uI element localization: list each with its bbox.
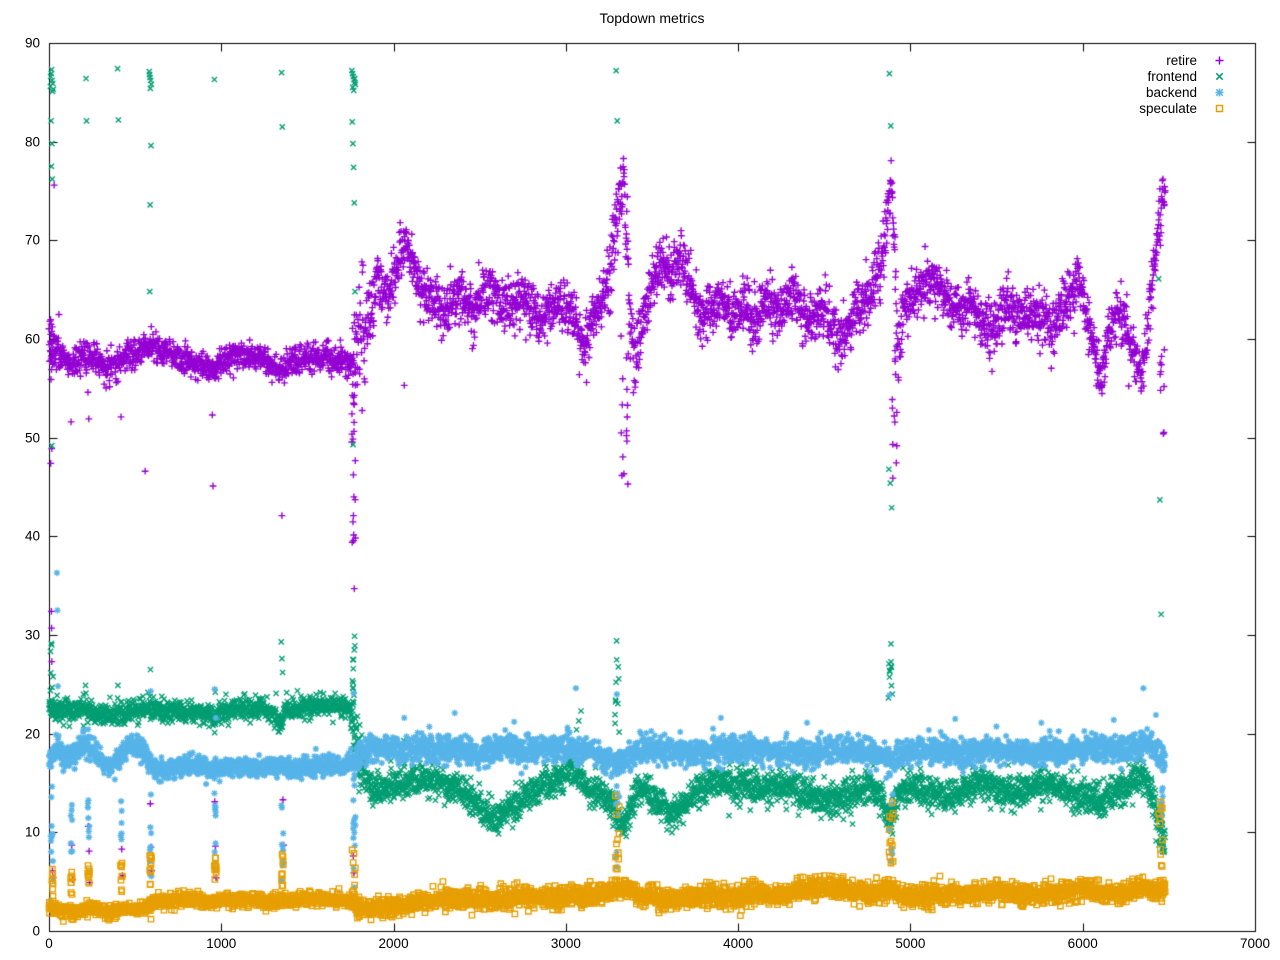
legend-item-frontend: frontend bbox=[1139, 68, 1228, 84]
y-tick-label: 80 bbox=[24, 134, 40, 150]
y-tick-label: 90 bbox=[24, 35, 40, 51]
legend-label-backend: backend bbox=[1145, 84, 1197, 100]
legend: retire frontend backend speculate bbox=[1139, 52, 1228, 116]
y-tick-label: 0 bbox=[32, 923, 40, 939]
x-tick-label: 0 bbox=[45, 936, 53, 951]
y-tick-label: 60 bbox=[24, 331, 40, 347]
y-tick-label: 70 bbox=[24, 232, 40, 248]
plus-marker-icon bbox=[1215, 56, 1224, 64]
y-tick-label: 50 bbox=[24, 430, 40, 446]
y-tick-label: 10 bbox=[24, 824, 40, 840]
x-tick-label: 1000 bbox=[206, 936, 237, 951]
legend-label-retire: retire bbox=[1166, 52, 1197, 68]
cross-marker-icon bbox=[1215, 72, 1224, 80]
y-tick-label: 20 bbox=[24, 726, 40, 742]
legend-label-speculate: speculate bbox=[1139, 100, 1197, 116]
x-tick-label: 4000 bbox=[723, 936, 754, 951]
legend-item-speculate: speculate bbox=[1139, 100, 1228, 116]
x-tick-label: 6000 bbox=[1067, 936, 1098, 951]
square-marker-icon bbox=[1215, 104, 1224, 112]
x-tick-label: 2000 bbox=[378, 936, 409, 951]
y-tick-label: 30 bbox=[24, 627, 40, 643]
x-tick-label: 7000 bbox=[1239, 936, 1271, 951]
legend-item-backend: backend bbox=[1139, 84, 1228, 100]
legend-label-frontend: frontend bbox=[1147, 68, 1197, 84]
y-tick-label: 40 bbox=[24, 528, 40, 544]
x-tick-label: 5000 bbox=[895, 936, 926, 951]
asterisk-marker-icon bbox=[1215, 88, 1224, 96]
x-tick-label: 3000 bbox=[550, 936, 581, 951]
legend-item-retire: retire bbox=[1139, 52, 1228, 68]
chart-title: Topdown metrics bbox=[599, 10, 705, 26]
